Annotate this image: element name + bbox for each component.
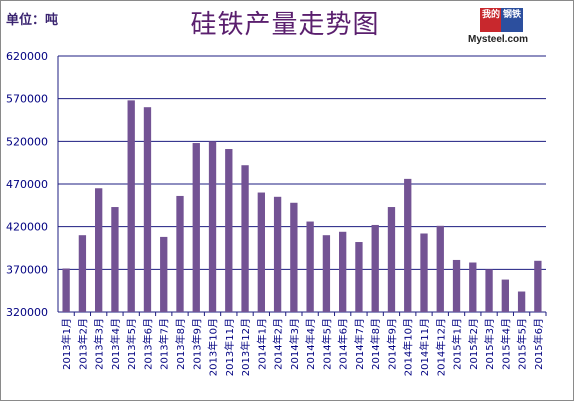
x-tick-label: 2015年3月 xyxy=(483,318,496,370)
bar xyxy=(501,279,509,312)
y-tick-label: 620000 xyxy=(6,50,48,63)
x-tick-label: 2014年8月 xyxy=(369,318,382,370)
x-tick-label: 2014年12月 xyxy=(434,318,447,376)
x-tick-label: 2013年7月 xyxy=(158,318,171,370)
y-tick-label: 570000 xyxy=(6,93,48,106)
x-tick-label: 2013年1月 xyxy=(60,318,73,370)
x-tick-label: 2014年11月 xyxy=(418,318,431,376)
x-tick-label: 2015年4月 xyxy=(499,318,512,370)
y-tick-label: 320000 xyxy=(6,306,48,319)
bar xyxy=(257,192,265,312)
bar xyxy=(534,260,542,312)
bar xyxy=(290,202,298,312)
y-tick-label: 520000 xyxy=(6,135,48,148)
x-tick-label: 2013年9月 xyxy=(190,318,203,370)
bar xyxy=(143,107,152,312)
x-tick-label: 2013年11月 xyxy=(223,318,236,376)
logo-red-block xyxy=(480,8,501,32)
bar xyxy=(371,224,379,312)
x-tick-label: 2014年2月 xyxy=(272,318,285,370)
x-tick-label: 2014年9月 xyxy=(385,318,398,370)
bar xyxy=(322,235,331,312)
x-tick-label: 2014年6月 xyxy=(337,318,350,370)
x-tick-label: 2015年5月 xyxy=(516,318,529,370)
bar xyxy=(241,165,249,312)
bar xyxy=(306,221,314,312)
x-tick-label: 2014年7月 xyxy=(353,318,366,370)
bar xyxy=(452,259,461,312)
bar xyxy=(192,143,200,312)
bar xyxy=(339,231,347,312)
x-tick-label: 2014年4月 xyxy=(304,318,317,370)
logo-blue-block xyxy=(501,8,523,32)
x-tick-label: 2015年2月 xyxy=(467,318,480,370)
bar xyxy=(355,242,363,312)
bar xyxy=(469,262,477,312)
x-tick-label: 2013年2月 xyxy=(76,318,89,370)
x-tick-label: 2013年6月 xyxy=(141,318,154,370)
bar xyxy=(485,269,493,312)
x-tick-label: 2015年1月 xyxy=(451,318,464,370)
logo-char-2: 钢铁 xyxy=(503,10,522,20)
chart-title: 硅铁产量走势图 xyxy=(190,10,380,40)
x-tick-label: 2013年12月 xyxy=(239,318,252,376)
y-tick-label: 420000 xyxy=(6,221,48,234)
bar xyxy=(420,233,428,312)
bar xyxy=(208,141,217,312)
y-tick-label: 370000 xyxy=(6,263,48,276)
x-tick-label: 2013年8月 xyxy=(174,318,187,370)
bar xyxy=(111,207,119,312)
bar xyxy=(404,178,412,312)
unit-label: 单位：吨 xyxy=(6,13,59,28)
x-tick-label: 2013年5月 xyxy=(125,318,138,370)
bar xyxy=(160,236,168,312)
x-tick-label: 2013年3月 xyxy=(93,318,106,370)
x-tick-label: 2014年1月 xyxy=(255,318,268,370)
x-tick-label: 2015年6月 xyxy=(532,318,545,370)
bar xyxy=(62,268,70,312)
x-tick-label: 2013年4月 xyxy=(109,318,122,370)
bar xyxy=(176,195,184,312)
x-tick-label: 2014年3月 xyxy=(288,318,301,370)
bar xyxy=(127,100,135,312)
bar xyxy=(225,149,233,312)
x-tick-label: 2013年10月 xyxy=(207,318,220,376)
bar xyxy=(78,235,87,312)
bar xyxy=(517,291,526,312)
logo-char-1: 我的 xyxy=(482,10,501,20)
bar xyxy=(436,225,444,312)
x-tick-label: 2014年10月 xyxy=(402,318,415,376)
logo-text: Mysteel.com xyxy=(468,34,529,45)
bar xyxy=(95,188,103,312)
x-tick-label: 2014年5月 xyxy=(320,318,333,370)
y-tick-label: 470000 xyxy=(6,178,48,191)
mysteel-logo: 我的 钢铁 Mysteel.com xyxy=(468,8,534,48)
bar xyxy=(273,196,282,312)
bar xyxy=(387,207,396,312)
